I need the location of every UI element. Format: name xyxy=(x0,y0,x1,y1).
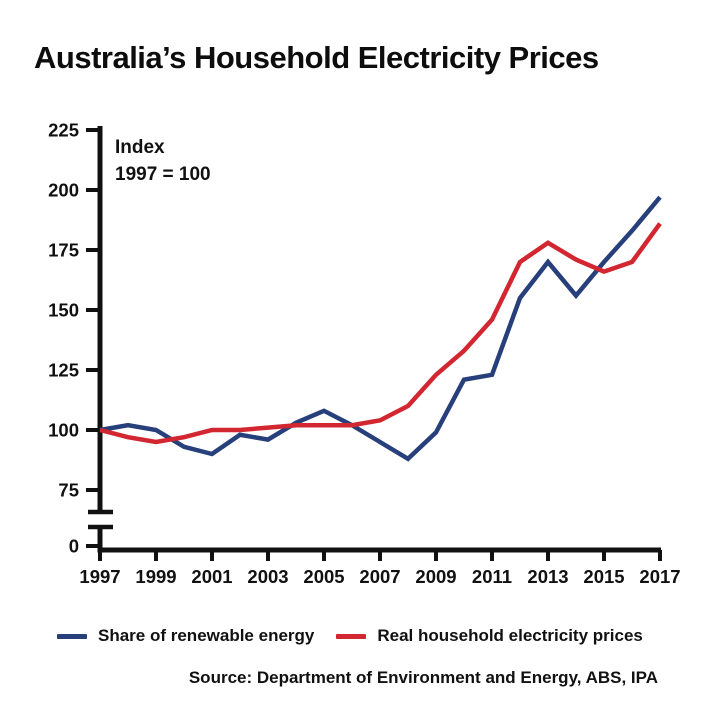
y-tick-label: 75 xyxy=(58,480,79,501)
annotation-index-line1: Index xyxy=(115,137,165,158)
y-tick-label: 175 xyxy=(48,240,79,261)
y-tick-label: 200 xyxy=(48,180,79,201)
source-attribution: Source: Department of Environment and En… xyxy=(188,668,658,687)
series-line-renewables xyxy=(99,195,662,462)
x-tick-label: 1999 xyxy=(135,566,176,587)
x-tick-label: 2015 xyxy=(583,566,624,587)
annotation-index-line2: 1997 = 100 xyxy=(115,164,211,185)
x-tick-label: 2007 xyxy=(359,566,400,587)
x-tick-label: 2011 xyxy=(472,566,512,587)
legend-item-prices: Real household electricity prices xyxy=(336,626,643,646)
chart-svg: Index 1997 = 100 22520017515012510075019… xyxy=(48,120,680,588)
y-tick-label: 225 xyxy=(48,120,79,141)
legend-label-renewables: Share of renewable energy xyxy=(98,626,315,645)
y-tick-label: 125 xyxy=(48,360,79,381)
x-tick-label: 2013 xyxy=(527,566,568,587)
series-line-prices xyxy=(99,222,662,445)
red-line-swatch-icon xyxy=(336,633,367,639)
page-title: Australia’s Household Electricity Prices xyxy=(34,40,599,75)
y-tick-label-zero: 0 xyxy=(69,536,79,557)
x-tick-label: 1997 xyxy=(79,566,120,587)
y-tick-label: 100 xyxy=(48,420,79,441)
blue-line-swatch-icon xyxy=(57,633,87,639)
x-tick-label: 2005 xyxy=(303,566,344,587)
legend-label-prices: Real household electricity prices xyxy=(377,626,643,645)
legend-item-renewables: Share of renewable energy xyxy=(57,626,314,646)
y-tick-label: 150 xyxy=(48,300,79,321)
x-tick-label: 2001 xyxy=(191,566,232,587)
chart-legend: Share of renewable energy Real household… xyxy=(57,626,697,646)
x-tick-label: 2017 xyxy=(639,566,680,587)
x-tick-label: 2003 xyxy=(247,566,288,587)
x-tick-label: 2009 xyxy=(415,566,456,587)
